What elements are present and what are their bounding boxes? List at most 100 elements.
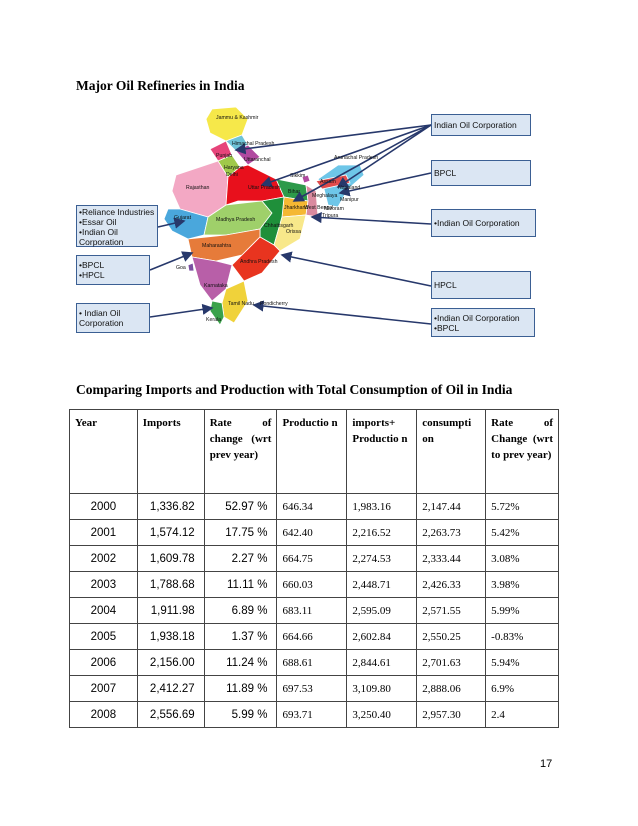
table-cell: 2,595.09 [346,597,418,624]
arrow-ioc-top-2 [260,124,432,188]
callout-text: HPCL [434,280,457,290]
table-cell: 6.9% [485,675,559,702]
arrow-ioc-top-3 [292,124,432,202]
callout-ioc-mid: •Indian Oil Corporation [431,209,536,237]
label-uttaranchal: Uttaranchal [244,157,271,163]
india-map-svg [149,106,432,326]
callout-text: Indian Oil Corporation [434,120,517,130]
header-imports-production: imports+ Productio n [346,409,418,494]
label-tripura: Tripura [322,213,339,219]
table-cell: 646.34 [276,493,348,520]
label-assam: Assam [320,179,336,185]
table-cell: 2,602.84 [346,623,418,650]
table-cell: 2003 [69,571,138,598]
callout-left-mid: •BPCL •HPCL [76,255,150,285]
label-punjab: Punjab [216,153,233,159]
table-cell: 2,571.55 [416,597,487,624]
callout-text: Corporation [79,318,124,328]
state-sikkim [301,174,311,184]
imports-production-table: Year Imports Rate of change (wrt prev ye… [69,409,559,728]
table-cell: 1.37 % [203,623,278,650]
arrow-right-bot [252,300,432,325]
arrow-ioc-top-4 [336,124,432,188]
label-pondicherry: Pondicherry [260,301,288,307]
table-heading: Comparing Imports and Production with To… [76,382,513,397]
callout-text: •Reliance Industries [79,207,155,217]
table-cell: 1,609.78 [136,545,205,572]
arrow-bpcl [338,172,432,197]
header-imports: Imports [136,409,205,494]
table-cell: 11.89 % [203,675,278,702]
callout-text: •BPCL [79,260,105,270]
table-cell: 2008 [69,701,138,728]
table-cell: 3,250.40 [346,701,418,728]
callout-text: •Indian Oil Corporation [434,218,520,228]
state-goa [187,262,195,272]
arrow-left-bot [149,303,214,318]
arrow-hpcl [280,251,432,287]
table-cell: 642.40 [276,519,348,546]
table-cell: 1,938.18 [136,623,205,650]
table-cell: 1,983.16 [346,493,418,520]
table-cell: 2,274.53 [346,545,418,572]
table-row: 2003 1,788.68 11.11 % 660.03 2,448.71 2,426.3… [69,571,559,598]
table-cell: 5.99 % [203,701,278,728]
table-cell: 1,336.82 [136,493,205,520]
callout-text: •Indian Oil Corporation [434,313,520,323]
callout-text: • Indian Oil [79,308,121,318]
table-row: 2008 2,556.69 5.99 % 693.71 3,250.40 2,957.30… [69,701,559,728]
label-arunachal: Arunachal Pradesh [334,155,379,161]
state-gujarat [163,208,209,240]
label-jharkhand: Jharkhand [284,205,309,211]
table-cell: 5.99% [485,597,559,624]
callout-right-bot: •Indian Oil Corporation •BPCL [431,308,535,337]
map-heading: Major Oil Refineries in India [76,78,245,93]
table-row: 2001 1,574.12 17.75 % 642.40 2,216.52 2,263.7… [69,519,559,546]
label-delhi: Delhi [226,172,238,178]
callout-text: •Essar Oil [79,217,117,227]
state-west-bengal [305,184,319,218]
table-cell: 3,109.80 [346,675,418,702]
table-header-row: Year Imports Rate of change (wrt prev ye… [69,409,559,494]
callout-text: •Indian Oil [79,227,118,237]
callout-text: BPCL [434,168,457,178]
table-cell: 688.61 [276,649,348,676]
header-consumption: consumpti on [416,409,487,494]
arrow-ioc-top-1 [234,124,432,155]
table-cell: 2,216.52 [346,519,418,546]
page-number: 17 [540,758,553,770]
table-cell: 17.75 % [203,519,278,546]
table-cell: 2,701.63 [416,649,487,676]
table-row: 2000 1,336.82 52.97 % 646.34 1,983.16 2,147.4… [69,493,559,520]
table-cell: 2,412.27 [136,675,205,702]
table-cell: 5.94% [485,649,559,676]
header-year: Year [69,409,138,494]
table-cell: 2006 [69,649,138,676]
table-cell: 5.72% [485,493,559,520]
label-nagaland: Nagaland [338,185,361,191]
label-maharashtra: Maharashtra [202,243,232,249]
label-sikkim: Sikkim [290,173,306,179]
table-cell: 2000 [69,493,138,520]
callout-ioc-top: Indian Oil Corporation [431,114,531,136]
table-cell: 1,574.12 [136,519,205,546]
table-cell: 2,147.44 [416,493,487,520]
table-cell: 2,426.33 [416,571,487,598]
table-cell: 1,911.98 [136,597,205,624]
table-row: 2002 1,609.78 2.27 % 664.75 2,274.53 2,333.44… [69,545,559,572]
callout-left-top: •Reliance Industries •Essar Oil •Indian … [76,205,158,247]
table-cell: 52.97 % [203,493,278,520]
table-cell: 693.71 [276,701,348,728]
table-cell: -0.83% [485,623,559,650]
label-haryana: Haryana [224,165,244,171]
arrow-left-mid [149,251,194,271]
header-consumption-rate: Rate of Change (wrt to prev year) [485,409,559,494]
callout-text: •HPCL [79,270,105,280]
state-andhra-pradesh [231,236,281,282]
table-cell: 660.03 [276,571,348,598]
label-rajasthan: Rajasthan [186,185,210,191]
refinery-map-figure: Jammu & Kashmir Himachal Pradesh Punjab … [76,105,542,337]
label-mp: Madhya Pradesh [216,217,256,223]
table-row: 2004 1,911.98 6.89 % 683.11 2,595.09 2,571.55… [69,597,559,624]
arrow-ioc-mid [310,211,432,225]
